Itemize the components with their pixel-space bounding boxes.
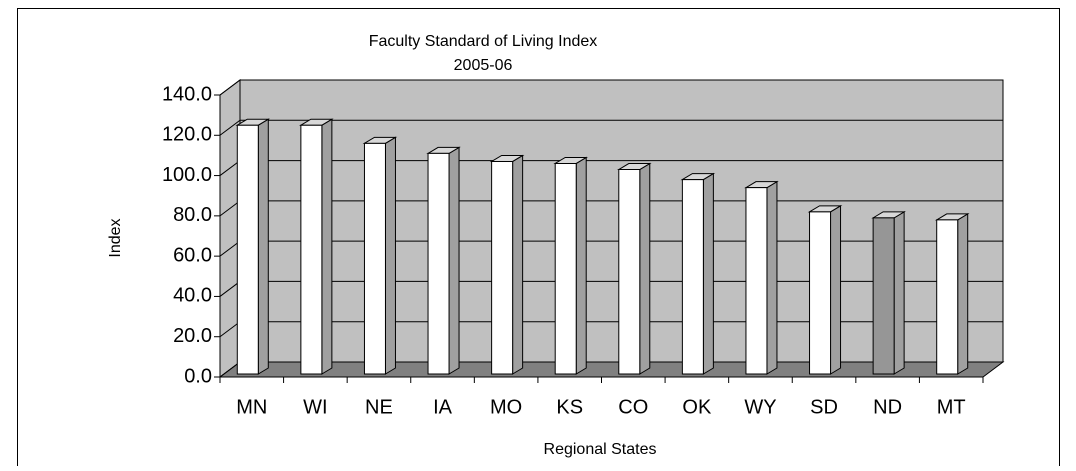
- bar-side: [257, 118, 269, 375]
- grid-line: [219, 119, 1003, 136]
- bar: [680, 172, 716, 375]
- x-tick-label: OK: [682, 396, 712, 418]
- bar: [934, 213, 970, 375]
- bar-side: [766, 180, 778, 375]
- bar: [616, 162, 652, 375]
- bar-front: [936, 219, 959, 375]
- bar-front: [300, 124, 323, 375]
- bar-side: [448, 146, 460, 375]
- bar-side: [830, 204, 842, 375]
- bar-front: [491, 160, 514, 375]
- chart-subtitle: 2005-06: [454, 57, 513, 74]
- bar-front: [427, 152, 450, 375]
- x-tick-label: MT: [937, 396, 966, 418]
- bar: [362, 136, 398, 375]
- x-tick-label: MN: [236, 396, 267, 418]
- x-tick-label: IA: [433, 396, 453, 418]
- x-tick-label: SD: [810, 396, 838, 418]
- y-tick-label: 40.0: [173, 285, 212, 307]
- x-tick-label: MO: [490, 396, 522, 418]
- bar-side: [575, 156, 587, 375]
- bar-side: [702, 172, 714, 375]
- bar-front: [745, 187, 768, 375]
- bar-side: [512, 154, 524, 375]
- bar-front: [618, 169, 641, 375]
- bar: [426, 146, 461, 375]
- y-tick-label: 20.0: [173, 325, 212, 347]
- bar: [299, 118, 334, 375]
- x-tick-label: CO: [618, 396, 648, 418]
- y-tick-label: 140.0: [162, 83, 212, 105]
- x-tick-label: WY: [744, 396, 776, 418]
- y-tick-label: 80.0: [173, 204, 212, 226]
- bar-front: [809, 211, 832, 375]
- x-tick-label: KS: [556, 396, 583, 418]
- y-tick-label: 60.0: [173, 244, 212, 266]
- x-tick-label: NE: [365, 396, 393, 418]
- bar: [235, 118, 271, 375]
- grid-line: [219, 79, 1003, 96]
- bar-front: [236, 124, 259, 375]
- y-tick-label: 120.0: [162, 124, 212, 146]
- bar-side: [893, 210, 905, 375]
- y-axis-title: Index: [107, 218, 124, 257]
- bar-side: [384, 136, 396, 375]
- bar-side: [957, 213, 969, 375]
- bar-front: [681, 179, 704, 375]
- bar-front: [363, 142, 386, 375]
- chart-title: Faculty Standard of Living Index: [369, 33, 598, 50]
- bar-front: [872, 217, 895, 375]
- x-axis-title: Regional States: [544, 441, 657, 458]
- x-tick-label: ND: [873, 396, 902, 418]
- y-tick-label: 100.0: [162, 164, 212, 186]
- bar: [807, 204, 843, 375]
- bar: [553, 156, 589, 375]
- bar-side: [321, 118, 333, 375]
- bar: [871, 210, 906, 375]
- bar: [744, 180, 779, 375]
- bar-front: [554, 162, 577, 375]
- bar: [489, 154, 525, 375]
- bar-side: [639, 162, 651, 375]
- x-tick-label: WI: [303, 396, 327, 418]
- y-tick-label: 0.0: [184, 365, 212, 387]
